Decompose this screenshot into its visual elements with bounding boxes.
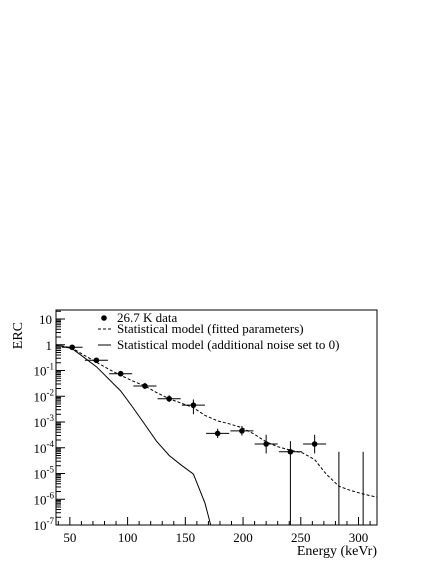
legend-marker: [101, 315, 107, 321]
legend-label: Statistical model (fitted parameters): [117, 321, 304, 336]
x-tick-label: 200: [233, 530, 253, 545]
y-tick-label-base: 10: [34, 467, 47, 482]
x-tick-label: 100: [118, 530, 138, 545]
y-tick-label-exponent: -2: [47, 387, 55, 397]
y-tick-label-base: 10: [34, 389, 47, 404]
axis-ticks: 50 100 150 200 250 30010110-110-210-310-410-5…: [34, 310, 371, 545]
y-tick-label: 10-2: [34, 387, 55, 404]
data-point: [84, 357, 108, 364]
y-tick-label-exponent: -5: [47, 465, 55, 475]
data-point: [133, 382, 157, 390]
y-tick-label: 10-7: [34, 516, 55, 533]
y-tick-label-exponent: -6: [47, 490, 55, 500]
data-marker: [311, 441, 318, 447]
plot-area: [56, 344, 377, 525]
y-tick-label: 10-6: [34, 490, 55, 507]
data-point: [254, 434, 278, 454]
y-tick-label-base: 10: [34, 364, 47, 379]
series-layer: [56, 344, 377, 525]
x-tick-label: 300: [349, 530, 369, 545]
x-tick-label: 50: [63, 530, 76, 545]
data-point: [206, 428, 230, 438]
y-axis-label: ERC: [11, 322, 26, 349]
y-tick-label-base: 1: [46, 338, 53, 353]
y-tick-label-base: 10: [34, 441, 47, 456]
x-tick-label: 150: [176, 530, 196, 545]
y-tick-label: 1: [46, 338, 53, 353]
legend-label: Statistical model (additional noise set …: [117, 337, 339, 352]
y-tick-label-exponent: -1: [47, 362, 55, 372]
data-marker: [214, 430, 221, 437]
legend-label: 26.7 K data: [117, 310, 178, 325]
data-point: [230, 425, 254, 436]
x-tick-label: 250: [291, 530, 311, 545]
y-tick-label: 10: [39, 312, 52, 327]
data-point: [303, 434, 327, 454]
y-tick-label-exponent: -4: [47, 439, 55, 449]
data-point: [181, 399, 205, 415]
y-tick-label-exponent: -3: [47, 413, 55, 423]
plot-frame: [55, 309, 378, 526]
y-tick-label: 10-1: [34, 362, 55, 379]
y-tick-label-base: 10: [34, 492, 47, 507]
data-marker: [142, 383, 148, 389]
no-noise-model-curve: [56, 344, 212, 525]
y-tick-label: 10-5: [34, 465, 55, 482]
y-tick-label-base: 10: [34, 415, 47, 430]
data-marker: [93, 357, 100, 364]
data-point: [278, 441, 302, 525]
data-marker: [263, 441, 269, 447]
y-tick-label: 10-4: [34, 439, 55, 456]
x-axis-label: Energy (keVr): [297, 544, 377, 559]
data-marker: [190, 402, 197, 408]
y-tick-label-base: 10: [34, 518, 47, 533]
fitted-model-curve: [56, 344, 377, 498]
data-marker: [239, 428, 245, 434]
y-tick-label: 10-3: [34, 413, 55, 430]
y-tick-label-exponent: -7: [47, 516, 55, 526]
y-tick-label-base: 10: [39, 312, 52, 327]
